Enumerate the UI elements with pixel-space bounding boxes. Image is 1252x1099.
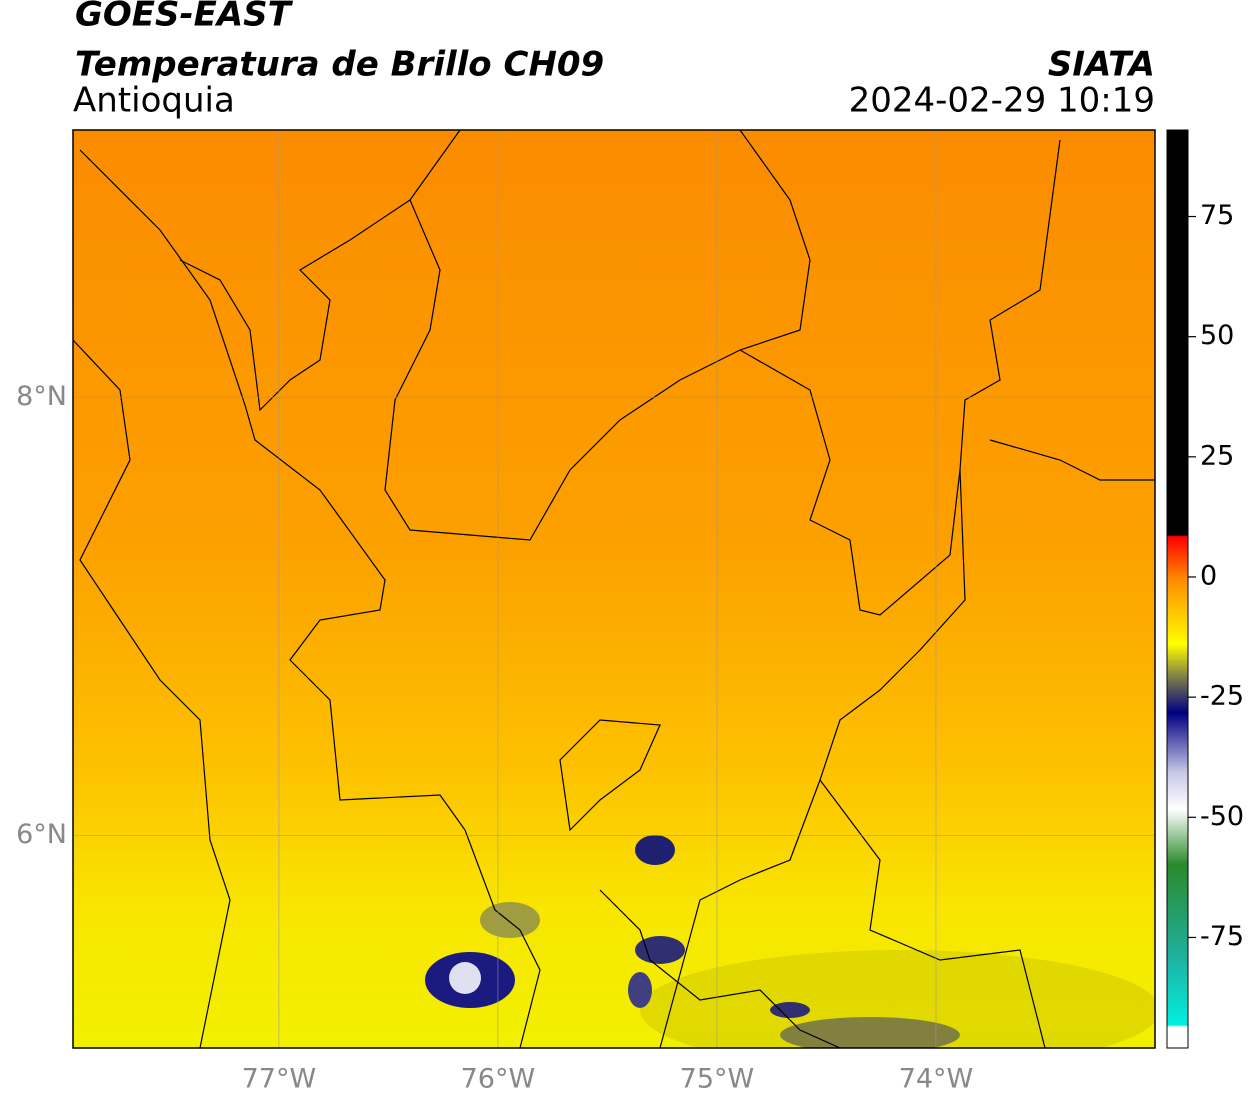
colorbar-tick-label: 25	[1200, 440, 1234, 471]
colorbar	[1166, 129, 1189, 1049]
coastline	[179, 199, 411, 412]
title: GOES-EAST	[75, 0, 294, 35]
boundary	[599, 889, 841, 1048]
cold-area	[635, 835, 675, 865]
boundary	[659, 469, 966, 1048]
boundary	[989, 439, 1155, 481]
map-field	[73, 130, 1155, 1048]
graticule	[73, 130, 1155, 1048]
boundary	[559, 719, 661, 832]
coastline	[73, 339, 231, 1048]
boundary	[819, 779, 1046, 1048]
cold-area	[770, 1002, 810, 1018]
cold-area	[780, 1017, 960, 1048]
colorbar-tick-label: 50	[1200, 320, 1234, 351]
y-tick-label: 8°N	[16, 381, 67, 412]
boundary	[384, 130, 811, 541]
map-frame	[72, 129, 1156, 1049]
region: Antioquia	[73, 81, 235, 121]
colorbar-tick-label: 0	[1200, 560, 1217, 591]
colorbar-tick-label: 75	[1200, 200, 1234, 231]
source: SIATA	[1048, 45, 1155, 85]
x-tick-label: 74°W	[899, 1064, 974, 1095]
timestamp: 2024-02-29 10:19	[849, 81, 1155, 121]
y-tick-label: 6°N	[16, 819, 67, 850]
colorbar-tick-label: -50	[1200, 801, 1244, 832]
cold-area	[628, 972, 652, 1008]
cold-area	[449, 962, 481, 994]
boundary	[79, 149, 541, 1048]
subtitle: Temperatura de Brillo CH09	[75, 45, 604, 85]
cold-area	[640, 950, 1155, 1048]
cold-area	[635, 936, 685, 964]
colorbar-tick-label: -25	[1200, 681, 1244, 712]
boundary	[739, 139, 1061, 616]
cold-area	[480, 902, 540, 938]
map	[73, 130, 1155, 1048]
colorbar-tick-label: -75	[1200, 921, 1244, 952]
x-tick-label: 75°W	[680, 1064, 755, 1095]
x-tick-label: 76°W	[461, 1064, 536, 1095]
x-tick-label: 77°W	[242, 1064, 317, 1095]
